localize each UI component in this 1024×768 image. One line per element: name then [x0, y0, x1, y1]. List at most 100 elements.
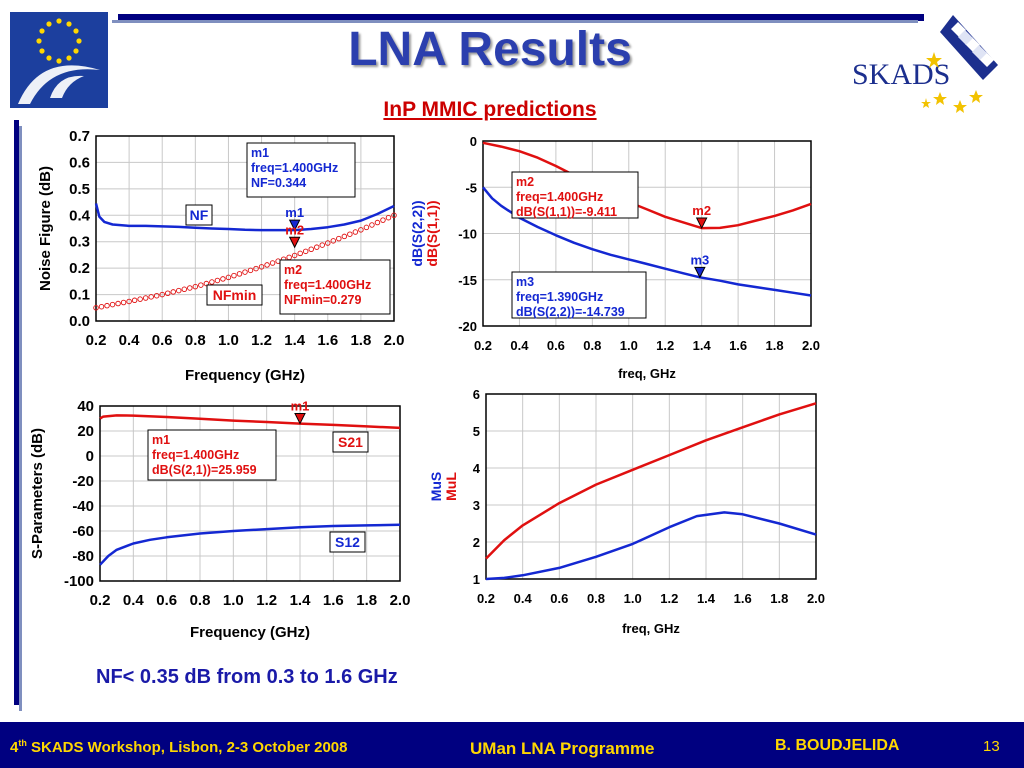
y-tick-label: 6: [473, 387, 480, 402]
data-point-NFmin: [225, 274, 232, 281]
footer-event-sup: th: [18, 738, 27, 748]
chart-2: 0.2 0.4 0.6 0.8 1.0 1.2 1.4 1.6 1.8 2.0 -20 -15 -10 -…: [409, 134, 820, 381]
y-tick-label: -15: [458, 273, 477, 288]
x-tick-label: 2.0: [802, 338, 820, 353]
data-point-NFmin: [253, 265, 259, 272]
marker-triangle-m3: [694, 266, 706, 279]
y-tick-label: 0.2: [69, 260, 90, 277]
data-point-NFmin: [159, 291, 165, 298]
data-point-NFmin: [297, 250, 303, 257]
y-tick-label: 0.3: [69, 234, 90, 251]
logo-stars-icon: [921, 52, 983, 113]
x-tick-label: 0.6: [156, 592, 177, 609]
x-tick-label: 1.0: [218, 332, 239, 349]
x-tick-label: 1.6: [734, 591, 752, 606]
data-point-NFmin: [187, 285, 193, 291]
data-point-NFmin: [220, 276, 226, 282]
y-tick-label: 0.7: [69, 128, 90, 145]
summary-text: NF< 0.35 dB from 0.3 to 1.6 GHz: [96, 666, 398, 688]
y-tick-label: -100: [64, 573, 94, 590]
data-point-NFmin: [330, 238, 337, 244]
data-point-NFmin: [347, 231, 353, 237]
marker-label-m3: m3: [690, 252, 709, 267]
y-tick-label: 4: [473, 461, 481, 476]
y-axis-label: dB(S(1,1)): [424, 200, 440, 266]
data-point-NFmin: [148, 294, 154, 300]
slide-title: LNA Results: [348, 23, 632, 76]
fp6-swoosh-icon: [18, 65, 100, 104]
marker-readout-line: m3: [516, 275, 534, 289]
data-point-NFmin: [164, 290, 171, 297]
data-point-NFmin: [302, 248, 309, 255]
y-axis-label: Noise Figure (dB): [37, 166, 54, 291]
chart-1: 0.2 0.4 0.6 0.8 1.0 1.2 1.4 1.6 1.8 2.0 0.0 0.1 0.2 0…: [37, 128, 404, 384]
marker-readout-line: NFmin=0.279: [284, 293, 362, 307]
marker-readout-line: dB(S(2,2))=-14.739: [516, 305, 625, 319]
marker-label-m2: m2: [285, 222, 304, 237]
x-tick-label: 1.2: [256, 592, 277, 609]
footer-event-rest: SKADS Workshop, Lisbon, 2-3 October 2008: [26, 739, 348, 756]
x-tick-label: 1.4: [284, 332, 306, 349]
data-point-NFmin: [286, 254, 292, 261]
header-rule: [118, 14, 924, 21]
x-tick-label: 2.0: [390, 592, 411, 609]
data-point-NFmin: [153, 292, 160, 299]
footer-event-prefix: 4: [10, 739, 19, 756]
x-axis-label: Frequency (GHz): [185, 367, 305, 384]
x-tick-label: 1.6: [323, 592, 344, 609]
data-point-NFmin: [198, 282, 204, 288]
series-label-NF: NF: [190, 207, 209, 223]
series-line-NF: [94, 203, 395, 232]
y-axis-label: MuL: [443, 472, 459, 501]
x-tick-label: 1.0: [620, 338, 638, 353]
eu-stars-icon: [36, 18, 82, 64]
y-tick-label: 2: [473, 535, 480, 550]
x-tick-label: 0.6: [547, 338, 565, 353]
data-point-NFmin: [369, 222, 375, 228]
data-point-NFmin: [325, 240, 331, 246]
marker-readout-box: [279, 259, 391, 315]
y-tick-label: -20: [458, 319, 477, 334]
data-point-NFmin: [319, 242, 326, 248]
marker-label-m1: m1: [291, 399, 310, 414]
x-tick-label: 0.8: [185, 332, 206, 349]
marker-readout-line: dB(S(2,1))=25.959: [152, 463, 257, 477]
footer-event: 4th SKADS Workshop, Lisbon, 2-3 October …: [10, 738, 347, 756]
marker-readout-box: [511, 271, 647, 319]
series-label-box: [185, 204, 213, 226]
data-point-NFmin: [115, 300, 121, 307]
marker-triangle-m2: [695, 217, 708, 230]
marker-readout-line: freq=1.400GHz: [152, 448, 239, 462]
x-tick-label: 1.8: [770, 591, 788, 606]
y-tick-label: -40: [72, 498, 94, 515]
series-label-S21: S21: [338, 434, 363, 450]
x-axis-label: freq, GHz: [618, 366, 676, 381]
y-tick-label: 0.1: [69, 287, 90, 304]
data-point-NFmin: [192, 283, 199, 290]
x-tick-label: 0.4: [123, 592, 145, 609]
series-label-box: [206, 284, 263, 306]
data-point-NFmin: [363, 224, 370, 231]
series-label-box: [329, 531, 366, 553]
x-tick-label: 0.4: [514, 591, 533, 606]
x-tick-label: 0.2: [90, 592, 111, 609]
data-point-NFmin: [131, 297, 138, 304]
series-line-dB-S-1-1--: [482, 141, 812, 230]
data-point-NFmin: [385, 214, 392, 221]
marker-readout-box: [511, 171, 639, 219]
data-point-NFmin: [176, 287, 182, 294]
y-tick-label: 0: [86, 448, 94, 465]
series-line-S12: [99, 523, 401, 566]
series-label-box: [332, 431, 369, 453]
marker-readout-line: freq=1.400GHz: [251, 161, 338, 175]
series-line-MuS: [485, 511, 817, 581]
x-tick-label: 1.6: [317, 332, 338, 349]
marker-label-m1: m1: [285, 205, 304, 220]
x-tick-label: 2.0: [384, 332, 405, 349]
footer-programme: UMan LNA Programme: [470, 739, 655, 758]
y-tick-label: 0.0: [69, 313, 90, 330]
marker-triangle-m1: [294, 413, 306, 425]
data-point-NFmin: [98, 303, 105, 310]
data-point-NFmin: [308, 246, 314, 252]
y-tick-label: 20: [77, 423, 94, 440]
